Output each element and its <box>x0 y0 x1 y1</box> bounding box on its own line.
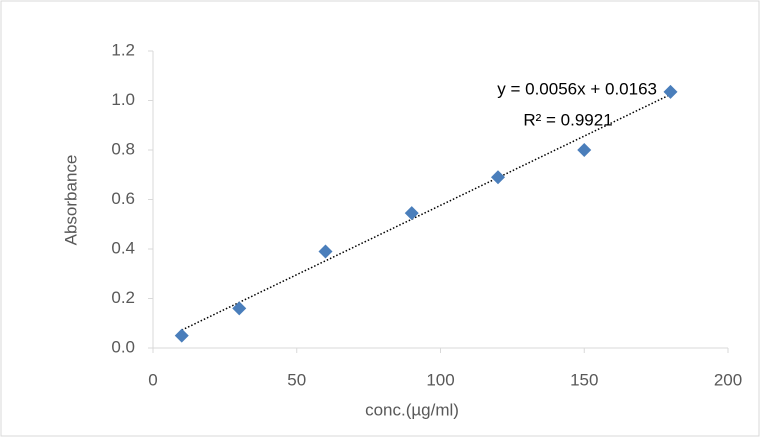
x-tick-label: 0 <box>148 370 157 389</box>
x-tick-label: 150 <box>570 370 598 389</box>
x-tick-label: 100 <box>426 370 454 389</box>
data-point <box>491 170 505 184</box>
data-point <box>232 301 246 315</box>
y-tick-label: 0.2 <box>111 288 135 307</box>
trendline-equation: y = 0.0056x + 0.0163 <box>497 79 657 98</box>
data-point <box>405 206 419 220</box>
y-axis-label: Absorbance <box>61 155 80 246</box>
x-tick-label: 200 <box>714 370 742 389</box>
page: {"chart_data": {"type": "scatter", "x_la… <box>0 0 772 442</box>
y-tick-label: 1.0 <box>111 90 135 109</box>
data-point <box>577 143 591 157</box>
y-tick-label: 0.4 <box>111 238 135 257</box>
trendline <box>182 94 671 330</box>
trendline-r-squared: R² = 0.9921 <box>523 110 612 129</box>
y-tick-label: 1.2 <box>111 40 135 59</box>
x-tick-label: 50 <box>287 370 306 389</box>
chart-border <box>1 1 759 436</box>
chart: Absorbance conc.(µg/ml) 0.0 0.2 0.4 0.6 0.8 1… <box>0 0 772 437</box>
data-point <box>319 244 333 258</box>
data-point <box>175 329 189 343</box>
y-tick-label: 0.0 <box>111 337 135 356</box>
data-point <box>664 85 678 99</box>
x-axis-label: conc.(µg/ml) <box>365 400 459 419</box>
y-tick-label: 0.8 <box>111 139 135 158</box>
y-tick-label: 0.6 <box>111 189 135 208</box>
